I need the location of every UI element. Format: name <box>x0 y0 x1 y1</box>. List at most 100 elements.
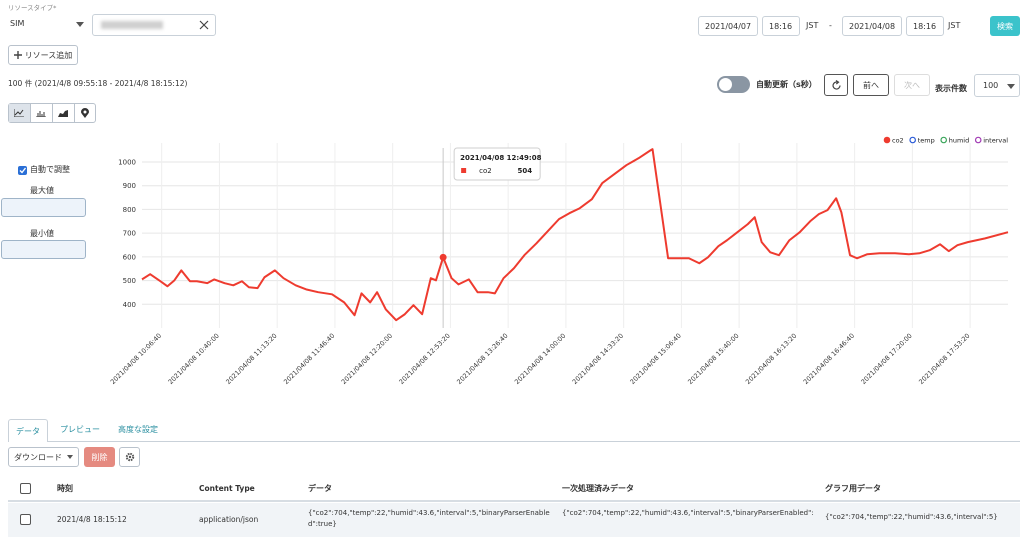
settings-button[interactable] <box>119 447 140 467</box>
y-tick-label: 500 <box>123 277 136 285</box>
refresh-button[interactable] <box>824 74 848 96</box>
map-button[interactable] <box>75 104 95 122</box>
legend: co2 temp humid interval <box>883 136 1008 145</box>
table-header: 時刻 Content Type データ 一次処理済みデータ グラフ用データ <box>8 476 1020 502</box>
x-tick-label: 2021/04/08 14:00:00 <box>513 332 567 386</box>
from-time[interactable]: 18:16 <box>762 16 800 36</box>
next-button: 次へ <box>894 74 930 96</box>
to-date[interactable]: 2021/04/08 <box>842 16 902 36</box>
blurred-text <box>101 21 163 29</box>
bar-icon <box>36 111 47 117</box>
x-tick-label: 2021/04/08 16:46:40 <box>802 332 856 386</box>
x-tick-label: 2021/04/08 10:40:00 <box>167 332 221 386</box>
auto-refresh-label: 自動更新（s秒） <box>756 80 817 89</box>
cell-content-type: application/json <box>199 515 259 524</box>
cell-graph-data: {"co2":704,"temp":22,"humid":43.6,"inter… <box>825 513 998 521</box>
from-date[interactable]: 2021/04/07 <box>698 16 758 36</box>
x-tick-label: 2021/04/08 11:13:20 <box>224 332 278 386</box>
cell-data: {"co2":704,"temp":22,"humid":43.6,"inter… <box>308 509 550 528</box>
column-header: Content Type <box>199 484 255 493</box>
tooltip-value: 504 <box>518 167 533 175</box>
y-tick-label: 900 <box>123 182 136 190</box>
line-icon <box>14 109 25 117</box>
line-chart-button[interactable] <box>9 104 31 122</box>
x-tick-label: 2021/04/08 12:53:20 <box>398 332 452 386</box>
delete-label: 削除 <box>91 452 108 462</box>
y-tick-label: 800 <box>123 206 136 214</box>
tab-underline <box>8 441 1020 442</box>
from-tz: JST <box>806 21 819 30</box>
column-header: データ <box>308 484 332 493</box>
tab-advanced[interactable]: 高度な設定 <box>118 425 158 434</box>
gear-icon <box>125 452 134 462</box>
tooltip-swatch <box>461 168 467 173</box>
caret <box>67 455 73 459</box>
download-button[interactable]: ダウンロード <box>8 447 79 467</box>
x-tick-label: 2021/04/08 16:13:20 <box>744 332 798 386</box>
max-input[interactable] <box>1 198 86 217</box>
select-all-checkbox[interactable] <box>20 483 31 494</box>
column-header: 時刻 <box>57 484 73 493</box>
x-tick-label: 2021/04/08 11:46:40 <box>282 332 336 386</box>
tooltip-box <box>453 147 541 181</box>
auto-refresh-toggle[interactable] <box>717 76 750 93</box>
delete-button[interactable]: 削除 <box>84 447 115 467</box>
resource-type-select[interactable]: SIM <box>8 14 88 34</box>
table-row[interactable]: 2021/4/8 18:15:12 application/json {"co2… <box>8 503 1020 537</box>
chart-type-group <box>8 103 96 123</box>
x-tick-label: 2021/04/08 15:40:00 <box>686 332 740 386</box>
tooltip-title: 2021/04/08 12:49:08 <box>460 154 541 162</box>
tooltip: 2021/04/08 12:49:08 co2 504 <box>453 147 542 181</box>
bar-chart-button[interactable] <box>31 104 53 122</box>
caret <box>76 22 84 27</box>
column-header: グラフ用データ <box>825 484 881 493</box>
y-tick-label: 700 <box>123 230 136 238</box>
search-button[interactable]: 検索 <box>990 16 1020 36</box>
x-tick-label: 2021/04/08 15:06:40 <box>629 332 683 386</box>
add-resource-button[interactable]: リソース追加 <box>8 45 78 65</box>
x-tick-label: 2021/04/08 10:06:40 <box>109 332 163 386</box>
to-time[interactable]: 18:16 <box>906 16 944 36</box>
legend-label: temp <box>918 137 935 145</box>
y-tick-label: 400 <box>123 301 136 309</box>
resource-type-label: リソースタイプ* <box>8 4 57 12</box>
summary: 100 件 (2021/4/8 09:55:18 - 2021/4/8 18:1… <box>8 79 188 88</box>
check-icon <box>19 167 27 174</box>
x-tick-label: 2021/04/08 17:53:20 <box>917 332 971 386</box>
refresh-icon <box>831 79 841 90</box>
legend-label: interval <box>983 137 1008 145</box>
legend-marker <box>883 136 891 144</box>
hover-point <box>439 253 447 261</box>
cell-processed: {"co2":704,"temp":22,"humid":43.6,"inter… <box>562 509 814 517</box>
search-label: 検索 <box>997 21 1013 31</box>
pin-icon <box>80 108 89 118</box>
x-tick-label: 2021/04/08 14:33:20 <box>571 332 625 386</box>
tab-preview[interactable]: プレビュー <box>60 425 100 434</box>
legend-marker <box>940 136 948 144</box>
x-tick-label: 2021/04/08 17:20:00 <box>860 332 914 386</box>
download-label: ダウンロード <box>14 452 62 462</box>
min-input[interactable] <box>1 240 86 259</box>
legend-marker <box>974 136 982 144</box>
auto-adjust-checkbox[interactable] <box>18 166 27 175</box>
legend-label: humid <box>949 137 970 145</box>
legend-marker <box>909 136 916 144</box>
resource-input[interactable] <box>92 14 216 36</box>
row-checkbox[interactable] <box>20 514 31 525</box>
clear-icon[interactable] <box>199 20 209 30</box>
resource-type-value: SIM <box>10 19 25 28</box>
auto-adjust-label: 自動で調整 <box>30 165 70 174</box>
range-separator: - <box>829 21 832 30</box>
cell-time: 2021/4/8 18:15:12 <box>57 515 127 524</box>
x-tick-label: 2021/04/08 12:20:00 <box>340 332 394 386</box>
area-chart-button[interactable] <box>53 104 75 122</box>
prev-button[interactable]: 前へ <box>853 74 889 96</box>
page-size-value: 100 <box>983 81 999 90</box>
toggle-knob <box>719 78 732 91</box>
min-label: 最小値 <box>30 229 54 238</box>
page-size-label: 表示件数 <box>935 84 967 93</box>
page-size-select[interactable]: 100 <box>974 74 1020 97</box>
legend-label: co2 <box>892 137 904 145</box>
tab-data[interactable]: データ <box>8 419 48 442</box>
